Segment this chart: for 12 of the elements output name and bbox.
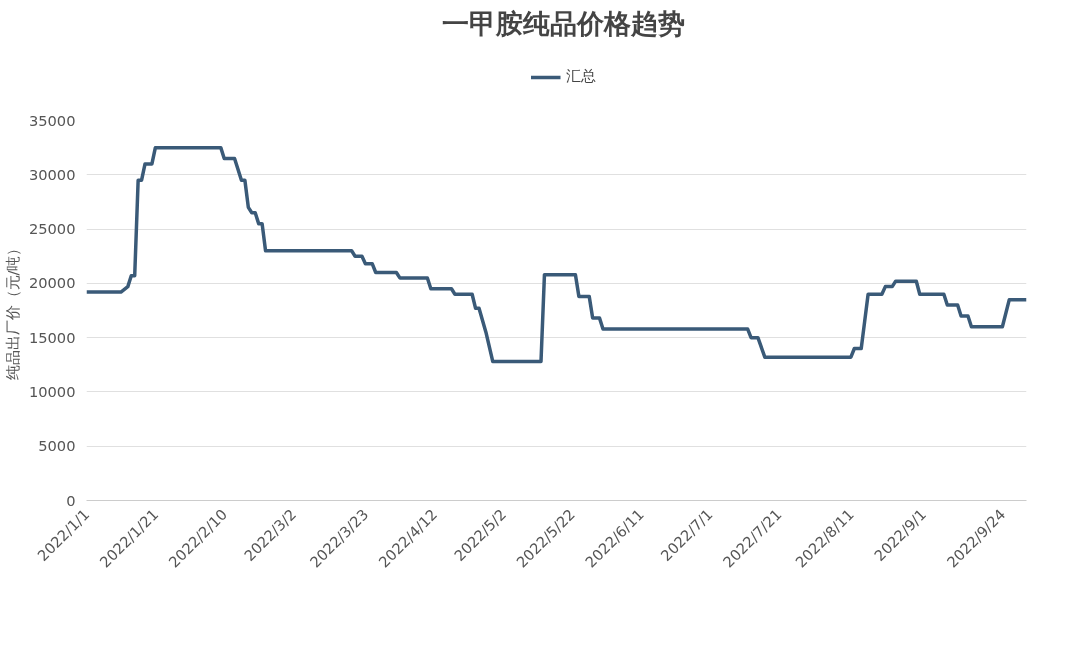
y-tick-label: 15000 [28, 328, 76, 346]
y-tick-label: 20000 [28, 274, 76, 292]
legend-label: 汇总 [565, 67, 596, 86]
y-tick-label: 35000 [28, 111, 76, 129]
line-series [86, 145, 1027, 364]
y-tick-label: 25000 [28, 220, 76, 238]
chart-title: 一甲胺纯品价格趋势 [442, 7, 685, 39]
y-tick-label: 0 [66, 491, 76, 509]
y-tick-label: 30000 [28, 165, 76, 183]
y-tick-label: 5000 [38, 437, 76, 455]
y-tick-label: 10000 [28, 382, 76, 400]
y-axis-title: 纯品出厂价（元/吨） [3, 240, 21, 381]
